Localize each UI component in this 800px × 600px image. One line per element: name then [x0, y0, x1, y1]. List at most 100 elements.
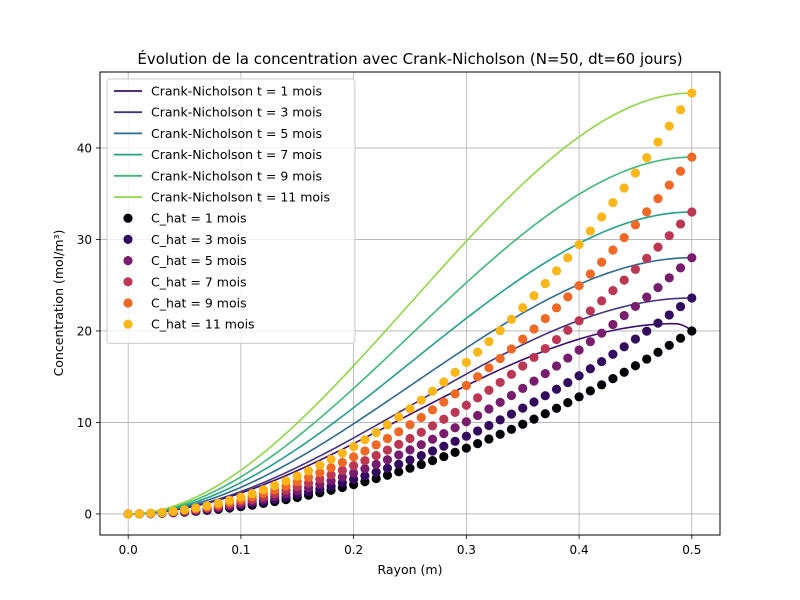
- x-tick-label: 0.2: [344, 543, 363, 557]
- scatter-point: [394, 459, 404, 469]
- scatter-point: [540, 409, 550, 419]
- scatter-point: [619, 183, 629, 193]
- scatter-point: [337, 457, 347, 468]
- scatter-point: [551, 266, 562, 276]
- scatter-point: [484, 420, 494, 431]
- scatter-point: [416, 450, 426, 461]
- scatter-point: [439, 441, 449, 451]
- scatter-point: [371, 473, 381, 484]
- scatter-point: [664, 180, 674, 190]
- legend: Crank-Nicholson t = 1 mois Crank-Nicholso…: [106, 78, 356, 344]
- scatter-point: [349, 452, 359, 462]
- y-tick-label: 40: [77, 141, 92, 155]
- plot-scatter: [123, 88, 697, 519]
- scatter-point: [585, 337, 595, 347]
- scatter-point: [461, 443, 471, 453]
- scatter-point: [630, 220, 641, 230]
- scatter-point: [619, 342, 629, 352]
- y-axis-label: Concentration (mol/m³): [51, 230, 66, 377]
- scatter-point: [303, 472, 314, 483]
- scatter-point: [461, 357, 471, 368]
- scatter-point: [506, 390, 517, 401]
- scatter-point: [427, 446, 438, 456]
- scatter-point: [506, 344, 517, 354]
- scatter-point: [191, 503, 201, 513]
- scatter-point: [281, 476, 291, 486]
- scatter-point: [473, 426, 483, 436]
- scatter-point: [608, 349, 618, 359]
- scatter-point: [551, 303, 562, 313]
- line-series-3: [128, 256, 692, 515]
- scatter-point: [146, 508, 156, 518]
- scatter-point: [337, 465, 347, 475]
- legend-marker-swatch: [123, 277, 133, 287]
- scatter-point: [405, 420, 415, 430]
- scatter-point: [461, 400, 471, 410]
- scatter-point: [439, 377, 449, 387]
- scatter-point: [416, 395, 426, 405]
- scatter-point: [473, 372, 483, 382]
- legend-entry-label: Crank-Nicholson t = 9 mois: [151, 168, 322, 183]
- legend-entry-label: Crank-Nicholson t = 7 mois: [151, 147, 322, 162]
- scatter-point: [642, 253, 652, 263]
- scatter-point: [687, 293, 697, 303]
- scatter-point: [484, 363, 494, 373]
- scatter-point: [585, 386, 595, 396]
- y-tick-label: 20: [77, 324, 92, 338]
- scatter-point: [653, 242, 663, 252]
- scatter-point: [597, 356, 607, 367]
- scatter-point: [495, 326, 505, 336]
- scatter-point: [585, 306, 595, 316]
- legend-entry-label: Crank-Nicholson t = 5 mois: [151, 126, 322, 141]
- scatter-point: [326, 454, 336, 464]
- scatter-point: [337, 448, 347, 458]
- y-tick-label: 30: [77, 233, 92, 247]
- scatter-point: [247, 488, 257, 499]
- scatter-point: [675, 263, 686, 273]
- scatter-point: [529, 376, 539, 386]
- scatter-point: [642, 292, 652, 302]
- scatter-point: [687, 152, 697, 162]
- plot-frame: [99, 71, 721, 536]
- scatter-point: [540, 344, 550, 354]
- scatter-point: [360, 471, 370, 481]
- legend-entry-label: C_hat = 5 mois: [151, 253, 247, 268]
- scatter-point: [551, 334, 562, 345]
- chart-title: Évolution de la concentration avec Crank…: [137, 49, 682, 68]
- scatter-point: [664, 231, 674, 241]
- scatter-point: [642, 153, 652, 163]
- scatter-point: [563, 398, 573, 408]
- scatter-point: [597, 328, 607, 338]
- scatter-point: [405, 455, 415, 465]
- scatter-point: [642, 326, 652, 336]
- scatter-point: [518, 403, 528, 413]
- scatter-point: [382, 470, 393, 480]
- scatter-point: [270, 480, 280, 491]
- scatter-point: [529, 324, 539, 334]
- x-tick-label: 0.5: [682, 543, 701, 557]
- scatter-point: [630, 301, 641, 312]
- scatter-point: [484, 404, 494, 414]
- scatter-point: [653, 137, 663, 147]
- scatter-point: [303, 466, 314, 476]
- scatter-point: [349, 474, 359, 484]
- scatter-point: [416, 427, 426, 437]
- scatter-point: [664, 273, 674, 283]
- legend-entry-label: C_hat = 11 mois: [151, 317, 255, 332]
- line-series-4: [128, 211, 692, 515]
- scatter-point: [382, 463, 393, 473]
- legend-entry-label: C_hat = 9 mois: [151, 296, 247, 311]
- scatter-point: [371, 450, 381, 461]
- scatter-point: [416, 412, 426, 423]
- scatter-point: [371, 427, 381, 438]
- scatter-point: [608, 319, 618, 330]
- scatter-point: [473, 347, 483, 357]
- scatter-point: [349, 468, 359, 478]
- scatter-point: [495, 353, 505, 364]
- scatter-point: [439, 414, 449, 424]
- scatter-point: [450, 389, 460, 399]
- scatter-point: [653, 318, 663, 328]
- scatter-point: [518, 383, 528, 394]
- scatter-point: [427, 434, 438, 444]
- scatter-point: [394, 450, 404, 460]
